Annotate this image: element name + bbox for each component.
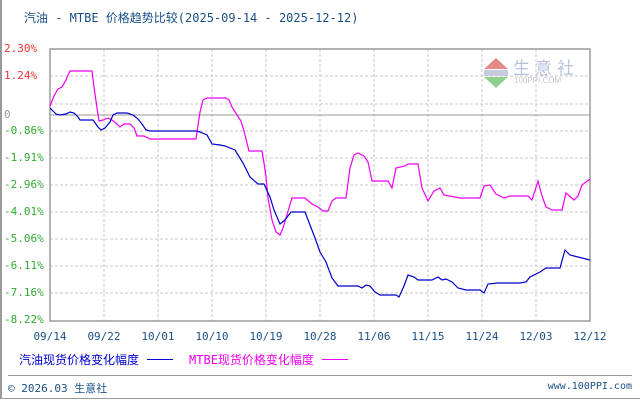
series-line xyxy=(49,70,591,236)
x-tick-label: 12/03 xyxy=(519,330,553,343)
legend-label-mtbe: MTBE现货价格变化幅度 xyxy=(189,353,314,367)
x-tick-label: 10/28 xyxy=(303,330,337,343)
y-tick-label: -1.91% xyxy=(4,151,44,164)
y-tick-label: -4.01% xyxy=(4,205,44,218)
y-tick-label: -7.16% xyxy=(4,286,44,299)
chart-title: 汽油 - MTBE 价格趋势比较(2025-09-14 - 2025-12-12… xyxy=(24,11,359,25)
watermark-brand: 生意社 xyxy=(513,59,579,79)
legend-item-gasoline: 汽油现货价格变化幅度 xyxy=(19,351,174,368)
footer-divider xyxy=(8,375,632,376)
watermark-url: 100PPI.COM xyxy=(514,76,562,85)
x-tick-label: 12/12 xyxy=(573,330,607,343)
y-tick-label: -2.96% xyxy=(4,178,44,191)
x-tick-label: 11/24 xyxy=(465,330,499,343)
x-tick-label: 09/14 xyxy=(33,330,67,343)
legend-item-mtbe: MTBE现货价格变化幅度 xyxy=(189,351,348,368)
x-tick-label: 10/10 xyxy=(195,330,229,343)
y-tick-label: -5.06% xyxy=(4,232,44,245)
brand-logo-icon xyxy=(484,58,508,88)
x-tick-label: 11/15 xyxy=(411,330,445,343)
footer-site-link[interactable]: www.100PPI.com xyxy=(547,381,632,392)
x-tick-label: 10/19 xyxy=(249,330,283,343)
y-tick-label: -8.22% xyxy=(4,313,44,326)
grid-lines xyxy=(50,48,590,321)
watermark-logo: 生意社 100PPI.COM xyxy=(481,55,581,91)
x-tick-label: 10/01 xyxy=(141,330,175,343)
chart-legend: 汽油现货价格变化幅度 MTBE现货价格变化幅度 xyxy=(19,351,364,368)
y-tick-label: 1.24% xyxy=(4,69,38,82)
x-tick-label: 09/22 xyxy=(87,330,121,343)
footer-copyright: © 2026.03 生意社 xyxy=(8,382,108,395)
plot-border xyxy=(49,48,591,322)
y-tick-label: 2.30% xyxy=(4,42,38,55)
x-tick-label: 11/06 xyxy=(357,330,391,343)
legend-label-gasoline: 汽油现货价格变化幅度 xyxy=(19,353,140,367)
legend-swatch-gasoline xyxy=(147,359,174,360)
series-lines xyxy=(49,70,591,298)
series-line xyxy=(49,107,591,298)
legend-swatch-mtbe xyxy=(321,359,348,360)
y-tick-label: -6.11% xyxy=(4,259,44,272)
y-tick-label: -0.86% xyxy=(4,124,44,137)
y-tick-label: 0 xyxy=(4,108,11,121)
